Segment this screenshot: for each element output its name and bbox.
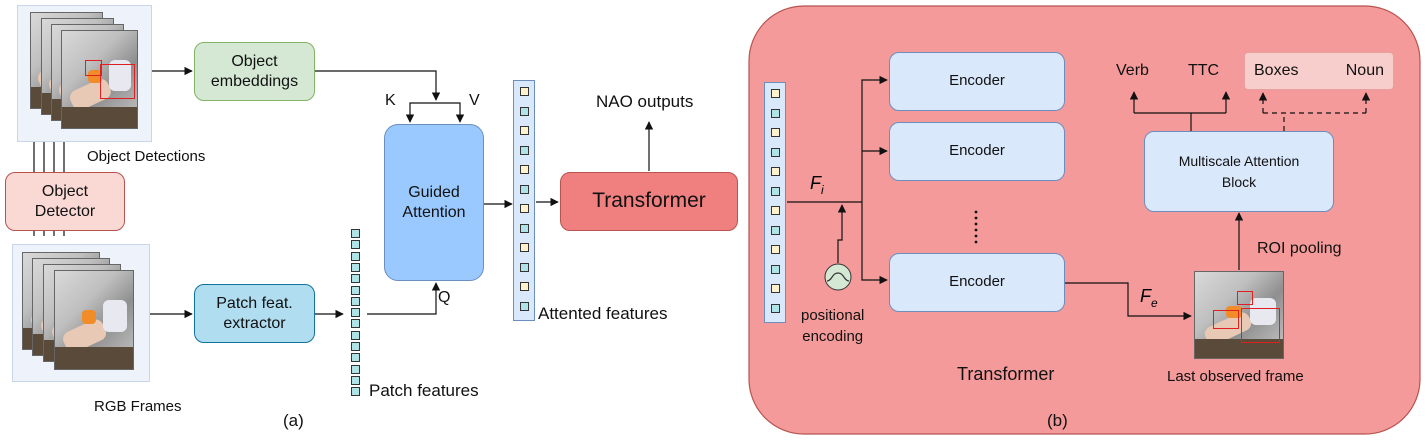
transformer-box: Transformer bbox=[560, 172, 738, 231]
feature-cell bbox=[520, 165, 529, 174]
panel-b-title: Transformer bbox=[957, 364, 1055, 384]
ttc-label: TTC bbox=[1188, 62, 1220, 79]
feature-cell bbox=[351, 285, 360, 295]
encoder-3-label: Encoder bbox=[949, 273, 1005, 291]
patches-to-q-arrow bbox=[367, 282, 441, 315]
feature-cell bbox=[771, 225, 780, 235]
feature-cell bbox=[520, 243, 529, 252]
encoder-to-frame-arrow bbox=[1065, 282, 1192, 321]
feature-cell bbox=[771, 108, 780, 118]
feature-cell bbox=[351, 387, 360, 397]
multiscale-attention-box: Multiscale Attention Block bbox=[1144, 131, 1334, 212]
positional-encoding-caption: positional encoding bbox=[801, 307, 865, 345]
object-detector-label: Object Detector bbox=[34, 182, 96, 220]
last-observed-frame-image bbox=[1194, 271, 1284, 359]
object-detections-caption: Object Detections bbox=[87, 148, 206, 165]
transformer-label: Transformer bbox=[592, 189, 706, 213]
encoder-1-box: Encoder bbox=[889, 52, 1065, 111]
detection-frame-4 bbox=[61, 30, 138, 129]
feature-cell bbox=[520, 204, 529, 213]
encoder-2-label: Encoder bbox=[949, 142, 1005, 160]
nao-outputs-label: NAO outputs bbox=[596, 92, 694, 111]
posenc-to-fi-arrow bbox=[837, 204, 847, 263]
feature-cell bbox=[520, 126, 529, 135]
panel-b-sublabel: (b) bbox=[1047, 411, 1068, 430]
feature-cell bbox=[520, 282, 529, 291]
feature-cell bbox=[771, 303, 780, 313]
positional-encoding-icon bbox=[824, 263, 852, 291]
feature-cell bbox=[351, 375, 360, 385]
patch-features-caption: Patch features bbox=[369, 381, 479, 400]
object-detector-box: Object Detector bbox=[5, 172, 125, 231]
feature-cell bbox=[351, 274, 360, 284]
feature-cell bbox=[351, 364, 360, 374]
boxes-label: Boxes bbox=[1254, 62, 1299, 79]
object-embeddings-box: Object embeddings bbox=[194, 42, 315, 101]
feature-cell bbox=[520, 223, 529, 233]
noun-label: Noun bbox=[1345, 62, 1384, 79]
k-label: K bbox=[385, 92, 396, 109]
fi-to-encoder-1-arrow bbox=[861, 75, 888, 202]
encoder-ellipsis bbox=[974, 210, 978, 244]
attended-features-column bbox=[513, 80, 535, 321]
v-branch-arrow bbox=[436, 102, 465, 123]
feature-cell bbox=[520, 87, 529, 96]
feature-cell bbox=[351, 262, 360, 272]
roi-pooling-label: ROI pooling bbox=[1257, 240, 1342, 257]
feature-cell bbox=[351, 296, 360, 306]
guided-attention-label: Guided Attention bbox=[402, 183, 466, 221]
attended-features-caption: Attented features bbox=[538, 304, 668, 323]
feature-cell bbox=[771, 284, 780, 293]
feature-cell bbox=[351, 308, 360, 318]
feature-cell bbox=[351, 251, 360, 261]
patch-features-column bbox=[350, 229, 362, 399]
panel-a-sublabel: (a) bbox=[283, 411, 304, 430]
feature-cell bbox=[771, 206, 780, 215]
fi-label: Fi bbox=[810, 173, 824, 197]
feature-cell bbox=[771, 245, 780, 254]
patch-extractor-box: Patch feat. extractor bbox=[194, 284, 315, 343]
multiscale-attention-label: Multiscale Attention Block bbox=[1178, 152, 1300, 190]
guided-attention-box: Guided Attention bbox=[384, 124, 484, 281]
feature-cell bbox=[520, 145, 529, 155]
encoder-3-box: Encoder bbox=[889, 253, 1065, 312]
q-label: Q bbox=[438, 289, 451, 306]
encoder-2-box: Encoder bbox=[889, 122, 1065, 181]
fe-label: Fe bbox=[1140, 286, 1158, 310]
feature-cell bbox=[351, 319, 360, 329]
k-branch-arrow bbox=[405, 102, 436, 123]
last-frame-caption: Last observed frame bbox=[1167, 368, 1304, 385]
feature-cell bbox=[771, 128, 780, 137]
feature-cell bbox=[520, 262, 529, 272]
fi-to-encoder-3-arrow bbox=[861, 202, 888, 285]
encoder-1-label: Encoder bbox=[949, 72, 1005, 90]
feature-cell bbox=[771, 147, 780, 157]
patch-extractor-label: Patch feat. extractor bbox=[216, 294, 293, 332]
rgb-frame-4 bbox=[54, 270, 134, 370]
feature-cell bbox=[351, 353, 360, 363]
feature-cell bbox=[520, 301, 529, 311]
feature-cell bbox=[771, 264, 780, 274]
feature-cell bbox=[520, 184, 529, 194]
object-embeddings-label: Object embeddings bbox=[210, 52, 299, 90]
input-features-column bbox=[764, 82, 786, 323]
feature-cell bbox=[351, 240, 360, 250]
feature-cell bbox=[351, 229, 360, 238]
verb-label: Verb bbox=[1116, 62, 1149, 79]
feature-cell bbox=[520, 106, 529, 116]
feature-cell bbox=[351, 330, 360, 340]
rgb-frames-caption: RGB Frames bbox=[94, 398, 182, 415]
feature-cell bbox=[351, 342, 360, 351]
embeddings-to-kv-line bbox=[315, 70, 441, 101]
feature-cell bbox=[771, 186, 780, 196]
feature-cell bbox=[771, 167, 780, 176]
feature-cell bbox=[771, 89, 780, 98]
v-label: V bbox=[469, 92, 480, 109]
boxes-noun-box: Boxes Noun bbox=[1244, 52, 1394, 90]
